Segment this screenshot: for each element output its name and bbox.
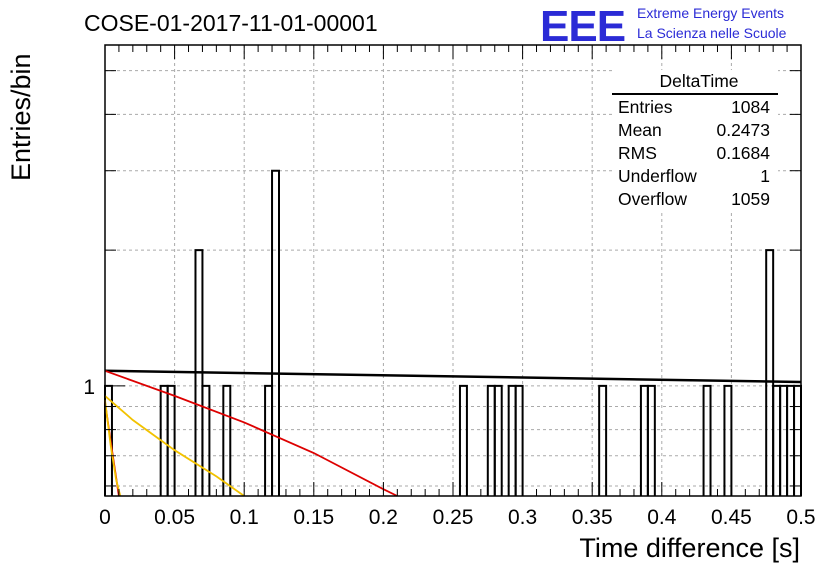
stats-value: 1 bbox=[760, 166, 770, 186]
x-tick-label: 0.25 bbox=[433, 506, 474, 529]
stats-box-title: DeltaTime bbox=[612, 70, 778, 95]
y-tick-label: 1 bbox=[83, 376, 95, 399]
stats-value: 1084 bbox=[731, 97, 770, 117]
histogram-bin bbox=[514, 384, 524, 496]
histogram-bin bbox=[166, 384, 176, 496]
stats-value: 1059 bbox=[731, 189, 770, 209]
x-tick-label: 0.1 bbox=[230, 506, 259, 529]
histogram-bin bbox=[786, 384, 796, 496]
stats-row-rms: RMS 0.1684 bbox=[612, 142, 778, 165]
histogram-bin bbox=[723, 384, 733, 496]
stats-label: Overflow bbox=[618, 189, 688, 209]
fit-curve bbox=[104, 395, 245, 497]
histogram-bin bbox=[222, 384, 232, 496]
histogram-bin bbox=[639, 384, 649, 496]
x-tick-label: 0.3 bbox=[508, 506, 537, 529]
histogram-bin bbox=[458, 384, 468, 496]
stats-row-entries: Entries 1084 bbox=[612, 96, 778, 119]
logo-line-1: Extreme Energy Events bbox=[637, 5, 785, 21]
eee-logo: EEE bbox=[540, 2, 626, 51]
x-tick-label: 0.5 bbox=[786, 506, 815, 529]
x-tick-label: 0.35 bbox=[572, 506, 613, 529]
x-tick-label: 0 bbox=[99, 506, 111, 529]
stats-value: 0.1684 bbox=[716, 143, 770, 163]
y-axis-label: Entries/bin bbox=[6, 53, 36, 181]
x-tick-label: 0.05 bbox=[154, 506, 195, 529]
stats-label: Mean bbox=[618, 120, 662, 140]
histogram-bin bbox=[646, 384, 656, 496]
x-tick-label: 0.15 bbox=[293, 506, 334, 529]
histogram-bin bbox=[765, 249, 775, 496]
histogram-bin bbox=[493, 384, 503, 496]
stats-row-mean: Mean 0.2473 bbox=[612, 119, 778, 142]
logo-line-2: La Scienza nelle Scuole bbox=[637, 25, 787, 41]
histogram-bin bbox=[702, 384, 712, 496]
histogram-bin bbox=[772, 384, 782, 496]
stats-box: DeltaTime Entries 1084 Mean 0.2473 RMS 0… bbox=[612, 70, 778, 211]
stats-label: Underflow bbox=[618, 166, 697, 186]
fit-curve bbox=[104, 399, 122, 497]
logo-subtitle: Extreme Energy Events La Scienza nelle S… bbox=[637, 3, 786, 43]
stats-label: Entries bbox=[618, 97, 673, 117]
stats-row-overflow: Overflow 1059 bbox=[612, 188, 778, 211]
stats-label: RMS bbox=[618, 143, 657, 163]
fit-curve bbox=[104, 369, 802, 384]
histogram-bin bbox=[507, 384, 517, 496]
stats-row-underflow: Underflow 1 bbox=[612, 165, 778, 188]
chart-title: COSE-01-2017-11-01-00001 bbox=[84, 10, 378, 36]
stats-value: 0.2473 bbox=[716, 120, 770, 140]
histogram-bin bbox=[271, 169, 280, 496]
x-tick-label: 0.4 bbox=[647, 506, 677, 529]
histogram-bin bbox=[486, 384, 496, 496]
x-tick-label: 0.2 bbox=[369, 506, 398, 529]
histogram-bin bbox=[793, 384, 802, 496]
histogram-bin bbox=[264, 384, 274, 496]
histogram-bin bbox=[598, 384, 608, 496]
x-axis-label: Time difference [s] bbox=[579, 533, 800, 563]
histogram-bin bbox=[201, 384, 211, 496]
histogram-bin bbox=[779, 384, 789, 496]
fit-curve bbox=[104, 369, 398, 497]
x-tick-label: 0.45 bbox=[711, 506, 752, 529]
